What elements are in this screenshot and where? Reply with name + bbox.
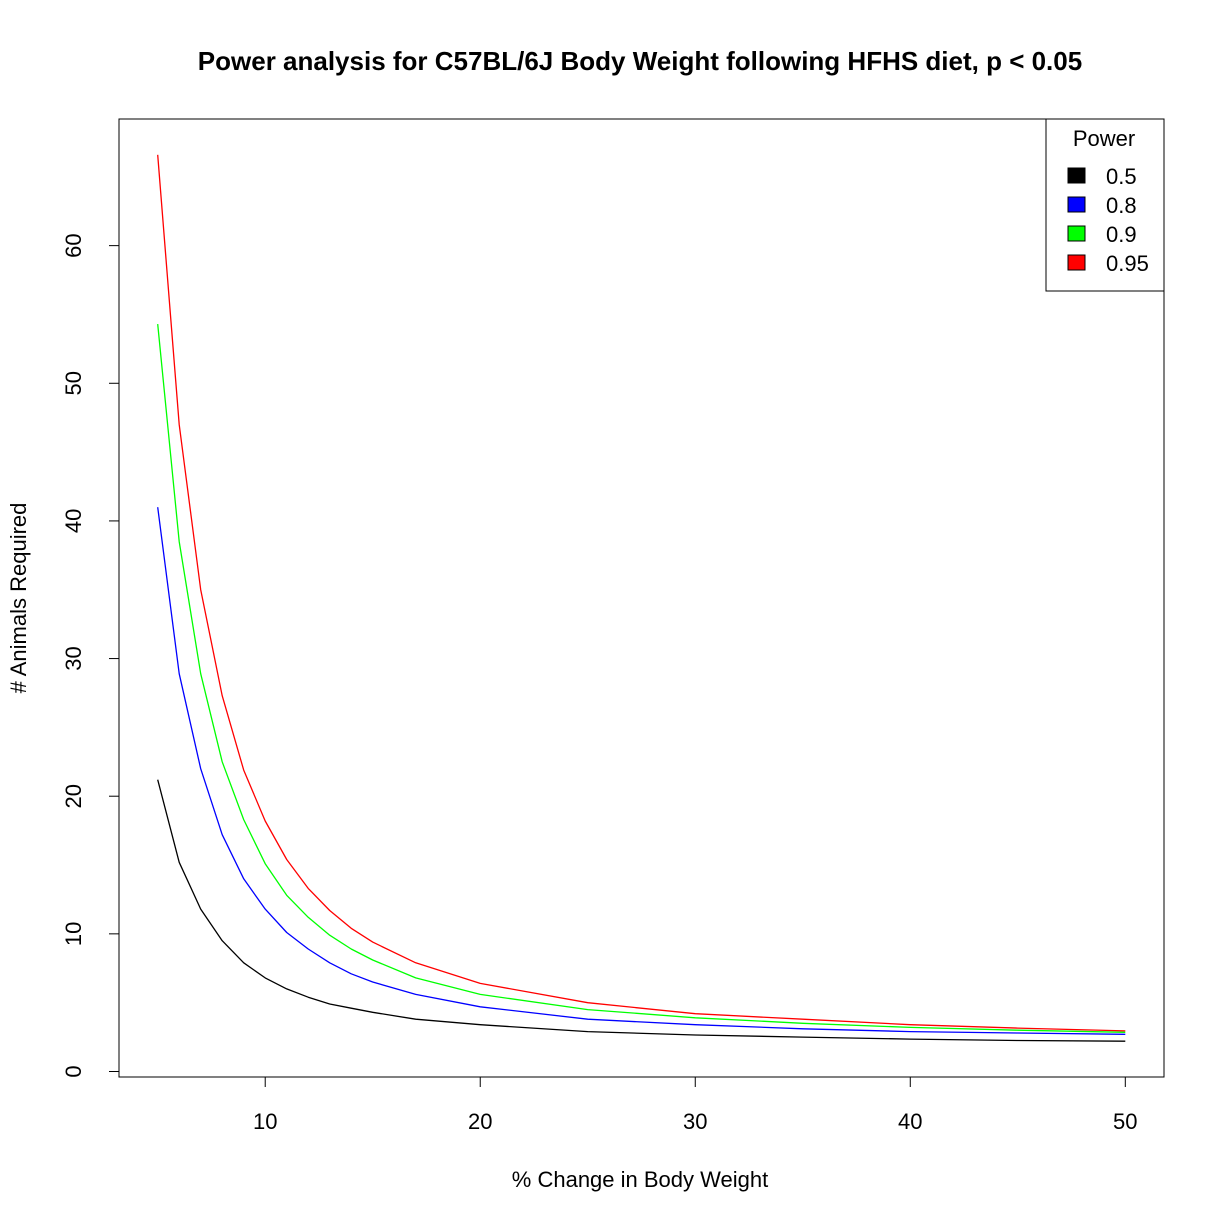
x-tick-label: 20 — [468, 1109, 492, 1134]
y-tick-label: 60 — [61, 233, 86, 257]
x-tick-label: 40 — [898, 1109, 922, 1134]
x-tick-label: 10 — [253, 1109, 277, 1134]
chart-title: Power analysis for C57BL/6J Body Weight … — [198, 46, 1082, 76]
y-axis-label: # Animals Required — [6, 503, 31, 694]
legend-entries: 0.5 0.8 0.9 0.95 — [1067, 164, 1149, 276]
legend-swatch — [1067, 196, 1086, 213]
legend-swatch — [1067, 225, 1086, 242]
x-tick-label: 50 — [1113, 1109, 1137, 1134]
y-axis: 0 10 20 30 40 50 60 — [61, 233, 120, 1078]
x-axis: 10 20 30 40 50 — [253, 1076, 1138, 1134]
legend-box — [1045, 118, 1165, 292]
y-tick-label: 10 — [61, 922, 86, 946]
series-line-0.9 — [157, 324, 1126, 1033]
legend-label: 0.9 — [1106, 222, 1137, 247]
series-line-0.8 — [157, 507, 1126, 1035]
legend: Power 0.5 0.8 0.9 0.95 — [1045, 118, 1165, 292]
y-tick-label: 30 — [61, 646, 86, 670]
legend-title: Power — [1073, 126, 1135, 151]
legend-label: 0.95 — [1106, 251, 1149, 276]
x-tick-label: 30 — [683, 1109, 707, 1134]
y-tick-label: 20 — [61, 784, 86, 808]
legend-label: 0.5 — [1106, 164, 1137, 189]
series-line-0.5 — [157, 779, 1126, 1042]
y-tick-label: 0 — [61, 1065, 86, 1077]
x-axis-label: % Change in Body Weight — [512, 1167, 768, 1192]
series-layer — [157, 154, 1126, 1042]
legend-swatch — [1067, 254, 1086, 271]
legend-swatch — [1067, 167, 1086, 184]
legend-label: 0.8 — [1106, 193, 1137, 218]
y-tick-label: 50 — [61, 371, 86, 395]
series-line-0.95 — [157, 154, 1126, 1032]
y-tick-label: 40 — [61, 509, 86, 533]
